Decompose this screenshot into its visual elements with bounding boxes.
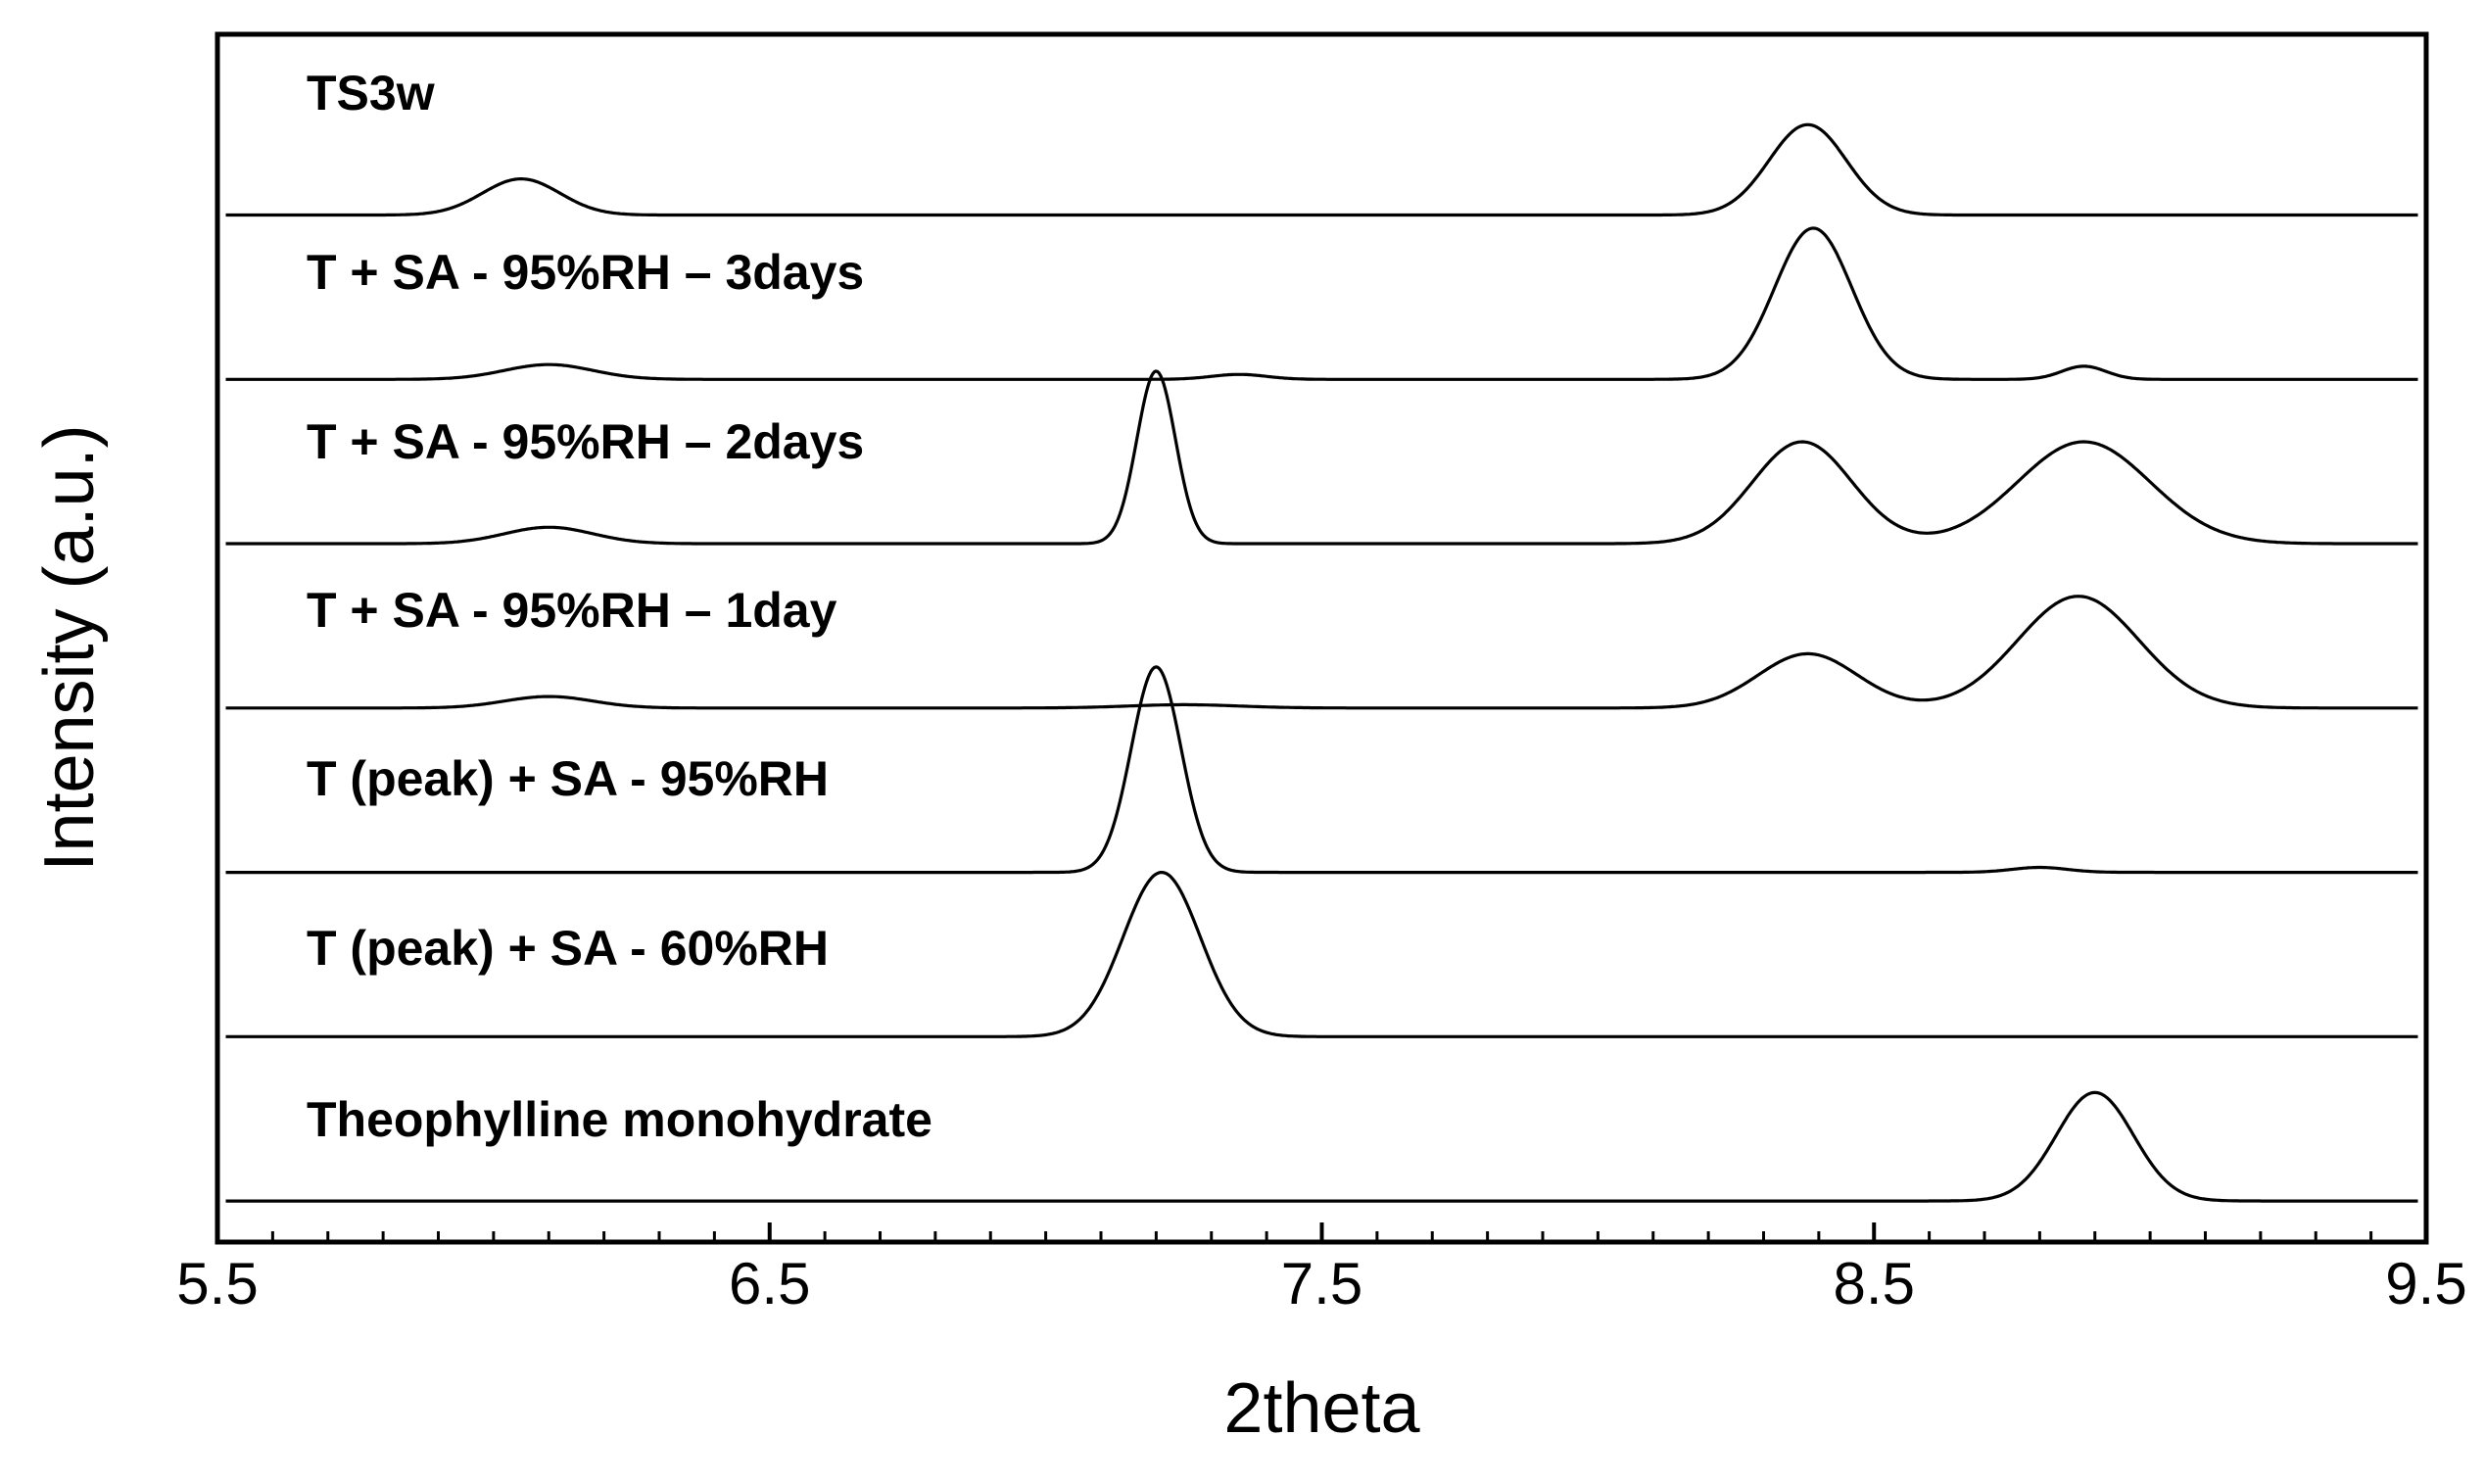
trace-3 — [225, 369, 2418, 546]
x-tick-label: 5.5 — [176, 1251, 258, 1316]
trace-4 — [225, 595, 2418, 710]
series-label-3: T + SA - 95%RH – 2days — [307, 414, 864, 469]
trace-1 — [225, 122, 2418, 217]
series-label-5: T (peak) + SA - 95%RH — [307, 751, 829, 806]
series-label-2: T + SA - 95%RH – 3days — [307, 245, 864, 300]
x-tick-label: 9.5 — [2385, 1251, 2466, 1316]
x-tick-label: 8.5 — [1834, 1251, 1915, 1316]
trace-5 — [225, 665, 2418, 875]
x-tick-label: 7.5 — [1281, 1251, 1362, 1316]
y-axis-title: Intensity (a.u.) — [30, 424, 109, 871]
series-labels-group: TS3w T + SA - 95%RH – 3days T + SA - 95%RH… — [307, 66, 932, 1147]
trace-7 — [225, 1090, 2418, 1203]
series-label-1: TS3w — [307, 66, 435, 120]
series-label-7: Theophylline monohydrate — [307, 1092, 932, 1147]
series-label-4: T + SA - 95%RH – 1day — [307, 583, 837, 638]
traces-group — [225, 122, 2418, 1203]
x-axis-tick-labels: 5.5 6.5 7.5 8.5 9.5 — [176, 1251, 2466, 1316]
x-tick-label: 6.5 — [729, 1251, 810, 1316]
x-axis-ticks — [215, 1222, 2428, 1242]
trace-2 — [225, 226, 2418, 381]
series-label-6: T (peak) + SA - 60%RH — [307, 921, 829, 976]
trace-6 — [225, 871, 2418, 1038]
x-axis-title: 2theta — [1223, 1369, 1420, 1448]
